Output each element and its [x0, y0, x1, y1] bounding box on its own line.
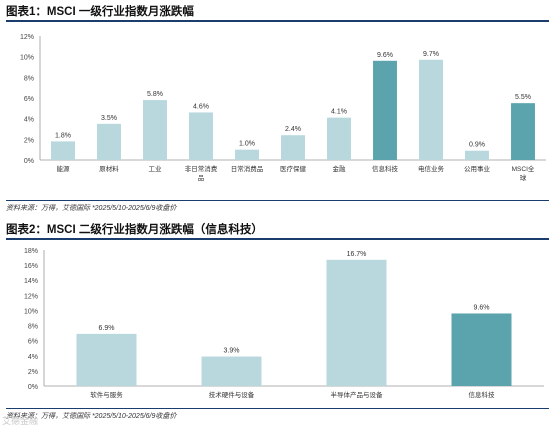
chart-2: 0% 2% 4% 6% 8% 10% 12% 14% 16% 18% 6.9% 软件与服务 3.9% 技术…	[24, 248, 544, 399]
chart1-bar	[189, 112, 213, 160]
chart1-data-label: 9.7%	[423, 51, 439, 58]
figure-1-top-rule	[6, 20, 549, 22]
chart1-data-label: 1.8%	[55, 132, 71, 139]
chart1-bar	[281, 135, 305, 160]
chart1-data-label: 2.4%	[285, 126, 301, 133]
chart1-category-label: 品	[198, 174, 205, 182]
chart2-data-label: 3.9%	[224, 348, 240, 355]
chart2-data-label: 6.9%	[99, 325, 115, 332]
chart1-bar	[97, 123, 121, 160]
figure-2-top-rule	[6, 238, 549, 240]
chart2-ytick-label: 6%	[28, 339, 38, 346]
chart1-category-label: 日常消费品	[231, 164, 264, 173]
chart1-category-label: MSCI全	[512, 164, 535, 173]
chart2-ytick-label: 18%	[24, 248, 38, 255]
chart1-bar	[373, 60, 397, 160]
chart-1: 0% 2% 4% 6% 8% 10% 12% 1.8% 能源 3.5% 原材料 5.8% 工业 4.6% 非…	[20, 34, 546, 182]
chart1-bar	[327, 117, 351, 160]
chart2-bar	[201, 356, 262, 386]
chart1-ytick-label: 8%	[24, 75, 34, 82]
watermark: 艾德金融	[2, 416, 39, 426]
chart1-bar	[465, 150, 489, 160]
chart1-data-label: 9.6%	[377, 52, 393, 59]
chart2-ytick-label: 14%	[24, 278, 38, 285]
chart2-ytick-label: 2%	[28, 369, 38, 376]
chart2-data-label: 16.7%	[347, 251, 367, 258]
chart1-data-label: 1.0%	[239, 141, 255, 148]
chart2-ytick-label: 10%	[24, 308, 38, 315]
chart1-data-label: 5.5%	[515, 94, 531, 101]
chart2-bar	[451, 313, 512, 386]
chart1-category-label: 医疗保健	[280, 164, 307, 173]
chart2-ytick-label: 4%	[28, 354, 38, 361]
figure-1-source: 资料来源：万得，艾德国际 *2025/5/10-2025/6/9收盘价	[6, 205, 177, 212]
chart1-category-label: 信息科技	[372, 164, 399, 173]
chart2-ytick-label: 12%	[24, 293, 38, 300]
chart1-bar	[511, 103, 535, 160]
figure-2-title: 图表2：MSCI 二级行业指数月涨跌幅（信息科技）	[6, 224, 263, 236]
chart2-category-label: 半导体产品与设备	[331, 390, 384, 399]
chart1-ytick-label: 2%	[24, 137, 34, 144]
chart2-category-label: 技术硬件与设备	[209, 390, 255, 399]
chart2-ytick-label: 8%	[28, 324, 38, 331]
chart1-category-label: 公用事业	[464, 164, 491, 173]
chart1-ytick-label: 6%	[24, 96, 34, 103]
figure-2: 图表2：MSCI 二级行业指数月涨跌幅（信息科技） 0% 2% 4% 6% 8% 10% 1…	[0, 218, 554, 431]
chart1-ytick-label: 4%	[24, 117, 34, 124]
chart1-category-label: 原材料	[99, 164, 119, 173]
chart2-bar	[326, 259, 387, 386]
chart1-ytick-label: 0%	[24, 158, 34, 165]
chart2-category-label: 信息科技	[469, 390, 496, 399]
chart1-ytick-label: 12%	[20, 34, 34, 41]
figure-2-bottom-rule	[6, 408, 549, 409]
figure-1-bottom-rule	[6, 200, 549, 201]
chart1-category-label: 球	[520, 173, 527, 182]
chart2-bar	[76, 333, 137, 386]
chart1-category-label: 工业	[149, 164, 163, 173]
chart1-bar	[51, 141, 75, 160]
chart1-category-label: 非日常消费	[185, 164, 218, 173]
chart1-category-label: 电信业务	[418, 164, 445, 173]
figure-2-source: 资料来源：万得，艾德国际 *2025/5/10-2025/6/9收盘价	[6, 413, 177, 420]
chart1-data-label: 3.5%	[101, 115, 117, 122]
chart1-bar	[235, 149, 259, 160]
chart1-bar	[419, 59, 443, 161]
chart2-ytick-label: 16%	[24, 263, 38, 270]
chart1-bar	[143, 100, 167, 160]
chart1-data-label: 0.9%	[469, 142, 485, 149]
figure-1-title: 图表1：MSCI 一级行业指数月涨跌幅	[6, 6, 194, 18]
figure-1: 图表1：MSCI 一级行业指数月涨跌幅 0% 2% 4% 6% 8% 10% 12% 1.8%…	[0, 0, 554, 212]
chart1-data-label: 4.1%	[331, 109, 347, 116]
chart1-data-label: 4.6%	[193, 103, 209, 110]
chart1-data-label: 5.8%	[147, 91, 163, 98]
chart2-ytick-label: 0%	[28, 384, 38, 391]
chart1-category-label: 能源	[57, 164, 71, 173]
chart1-ytick-label: 10%	[20, 55, 34, 62]
chart2-data-label: 9.6%	[474, 304, 490, 311]
chart1-category-label: 金融	[333, 164, 347, 173]
chart2-category-label: 软件与服务	[90, 390, 123, 399]
